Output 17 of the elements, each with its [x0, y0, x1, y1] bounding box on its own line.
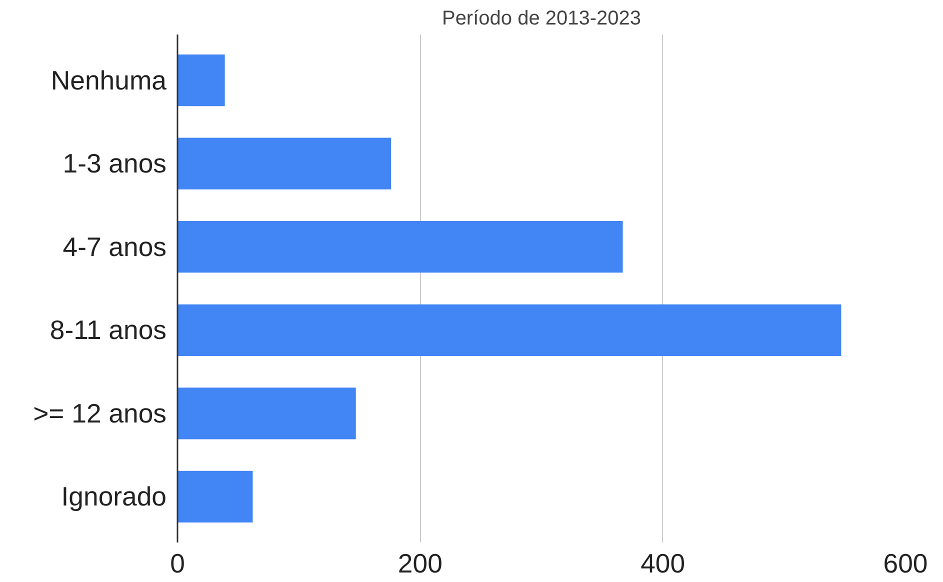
x-tick-label: 600	[883, 548, 928, 578]
bar	[178, 388, 356, 440]
x-tick-label: 400	[640, 548, 686, 578]
x-tick-label: 200	[398, 548, 442, 578]
y-tick-label: >= 12 anos	[33, 398, 167, 428]
y-tick-label: 4-7 anos	[62, 232, 167, 262]
y-tick-label: 1-3 anos	[62, 148, 167, 179]
y-tick-label: 8-11 anos	[50, 315, 167, 346]
chart-title: Período de 2013-2023	[442, 8, 642, 30]
bar	[178, 54, 225, 106]
y-tick-label: Ignorado	[61, 482, 166, 512]
bar	[178, 304, 842, 356]
bar	[178, 221, 623, 273]
x-tick-label: 0	[170, 548, 185, 578]
y-tick-label: Nenhuma	[50, 65, 167, 96]
bar	[178, 470, 253, 523]
bar	[178, 138, 392, 190]
